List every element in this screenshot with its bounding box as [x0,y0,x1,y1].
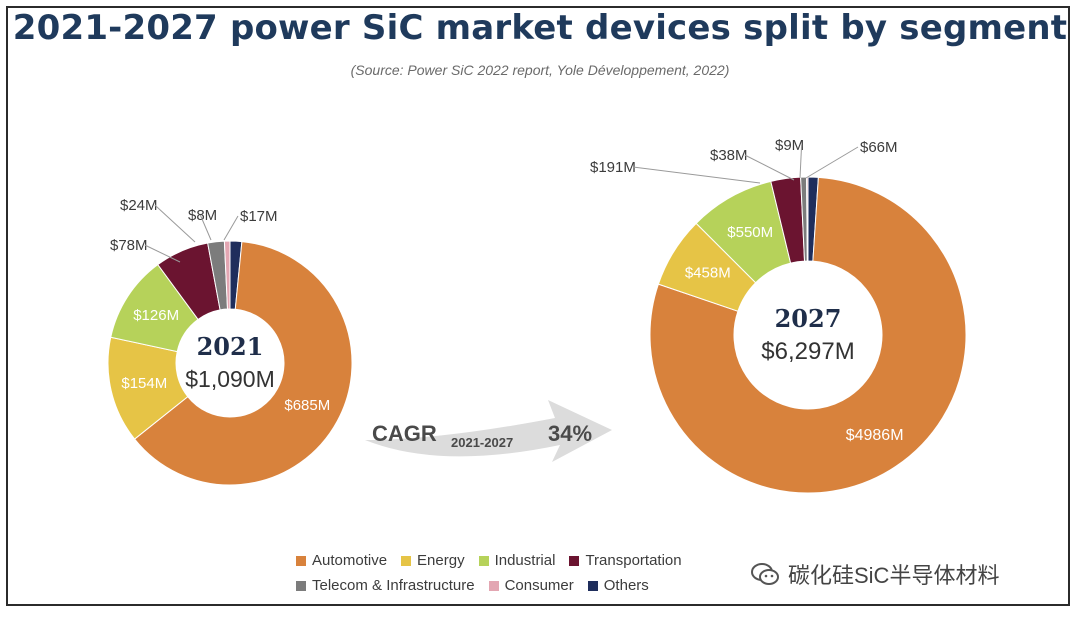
leader-line [632,166,761,184]
cagr-label: CAGR [372,421,437,446]
legend-swatch [296,580,306,591]
leader-line [223,215,239,241]
data-label: $126M [133,307,179,324]
legend-label: Industrial [494,552,556,569]
legend-row-2: Telecom & Infrastructure Consumer Others [296,577,756,594]
legend-item: Industrial [478,552,556,569]
legend-item: Telecom & Infrastructure [296,577,475,594]
leader-line [799,144,803,179]
data-label: $78M [110,237,148,254]
wechat-icon [750,561,780,587]
center-year: 2021 [197,332,264,361]
data-label: $550M [727,224,773,241]
legend-item: Others [587,577,649,594]
data-label: $8M [188,207,217,224]
watermark: 碳化硅SiC半导体材料 [750,558,999,590]
pie-slice-consumer [806,176,809,262]
data-label: $17M [240,208,278,225]
data-label: $685M [284,397,330,414]
data-label: $66M [860,139,898,156]
data-label: $458M [685,265,731,282]
data-label: $38M [710,147,748,164]
legend-label: Automotive [312,552,388,569]
legend-label: Transportation [585,552,682,569]
data-label: $154M [121,375,167,392]
chart-title: 2021-2027 power SiC market devices split… [12,8,1068,48]
legend-item: Consumer [488,577,574,594]
watermark-text: 碳化硅SiC半导体材料 [788,563,1000,588]
center-total: $6,297M [761,338,854,365]
legend-label: Consumer [504,577,574,594]
leader-line [144,244,181,263]
leader-line [154,204,196,243]
leader-line [744,154,795,181]
legend-swatch [296,555,306,566]
legend-label: Others [603,577,649,594]
data-label: $191M [590,159,636,176]
data-label: $24M [120,197,158,214]
legend-swatch [488,580,499,591]
pie-slice-automotive [133,241,353,486]
legend-item: Energy [401,552,465,569]
legend-row-1: Automotive Energy Industrial Transportation [296,552,756,569]
legend-label: Telecom & Infrastructure [312,577,475,594]
pie-slice-automotive [649,176,967,494]
leader-line [199,214,212,241]
donut-2021: $685M $154M $126M $78M $24M $8M $17M 2021 $1,090… [107,197,353,486]
data-label: $4986M [846,427,904,444]
cagr-arrow: CAGR 2021-2027 34% [365,400,612,462]
legend-item: Transportation [569,552,682,569]
legend-swatch [587,580,598,591]
legend: Automotive Energy Industrial Transportation… [296,552,756,602]
leader-line [805,146,859,179]
center-year: 2027 [775,304,842,333]
chart-subtitle: (Source: Power SiC 2022 report, Yole Dév… [350,62,730,78]
legend-swatch [478,555,489,566]
donut-2027: $4986M $458M $550M $191M $38M $9M $66M 2027 $6,2… [590,137,967,494]
cagr-period: 2021-2027 [451,435,513,450]
legend-item: Automotive [296,552,387,569]
cagr-value: 34% [548,421,592,446]
legend-label: Energy [417,552,465,569]
legend-swatch [401,555,412,566]
legend-swatch [569,555,580,566]
pie-slice-consumer [223,240,231,310]
center-total: $1,090M [185,366,275,392]
data-label: $9M [775,137,804,154]
